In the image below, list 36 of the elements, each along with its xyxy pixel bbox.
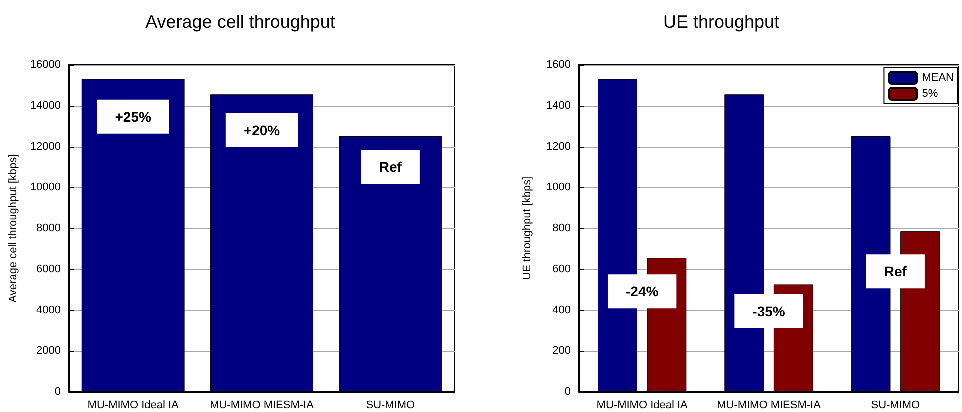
y-tick-label: 0 (54, 386, 61, 398)
x-tick-label: MU-MIMO Ideal IA (596, 400, 689, 412)
y-tick-label: 16000 (30, 59, 61, 71)
y-tick-label: 200 (552, 345, 571, 358)
legend-label: MEAN (922, 72, 954, 84)
y-tick-label: 4000 (36, 304, 61, 316)
x-tick-label: SU-MIMO (871, 400, 921, 412)
y-tick-label: 600 (552, 263, 571, 276)
y-tick-label: 400 (552, 304, 571, 316)
x-tick-label: MU-MIMO MIESM-IA (717, 400, 822, 412)
x-tick-label: MU-MIMO MIESM-IA (210, 400, 315, 412)
y-tick-label: 1400 (546, 100, 571, 112)
y-tick-label: 14000 (30, 100, 61, 112)
y-tick-label: 0 (564, 386, 571, 398)
y-tick-label: 1200 (546, 140, 571, 153)
y-axis-title: UE throughput [kbps] (522, 176, 534, 280)
x-tick-label: MU-MIMO Ideal IA (88, 400, 180, 412)
y-tick-label: 1000 (546, 182, 571, 194)
y-tick-label: 1600 (546, 59, 571, 71)
y-axis-title: Average cell throughput [kbps] (8, 154, 20, 303)
chart-title: UE throughput (663, 12, 780, 32)
chart-title: Average cell throughput (146, 12, 336, 32)
x-tick-label: SU-MIMO (366, 400, 416, 412)
y-tick-label: 8000 (36, 222, 61, 234)
annotation: -35% (752, 304, 786, 320)
y-tick-label: 10000 (30, 182, 61, 194)
annotation: +20% (244, 122, 281, 138)
y-tick-label: 12000 (30, 140, 61, 153)
annotation: +25% (115, 108, 152, 125)
annotation: Ref (884, 264, 908, 280)
y-tick-label: 2000 (36, 345, 61, 358)
legend-label: 5% (922, 88, 938, 100)
annotation: Ref (379, 159, 402, 176)
y-tick-label: 800 (552, 222, 571, 234)
annotation: -24% (626, 284, 660, 300)
y-tick-label: 6000 (36, 263, 61, 276)
